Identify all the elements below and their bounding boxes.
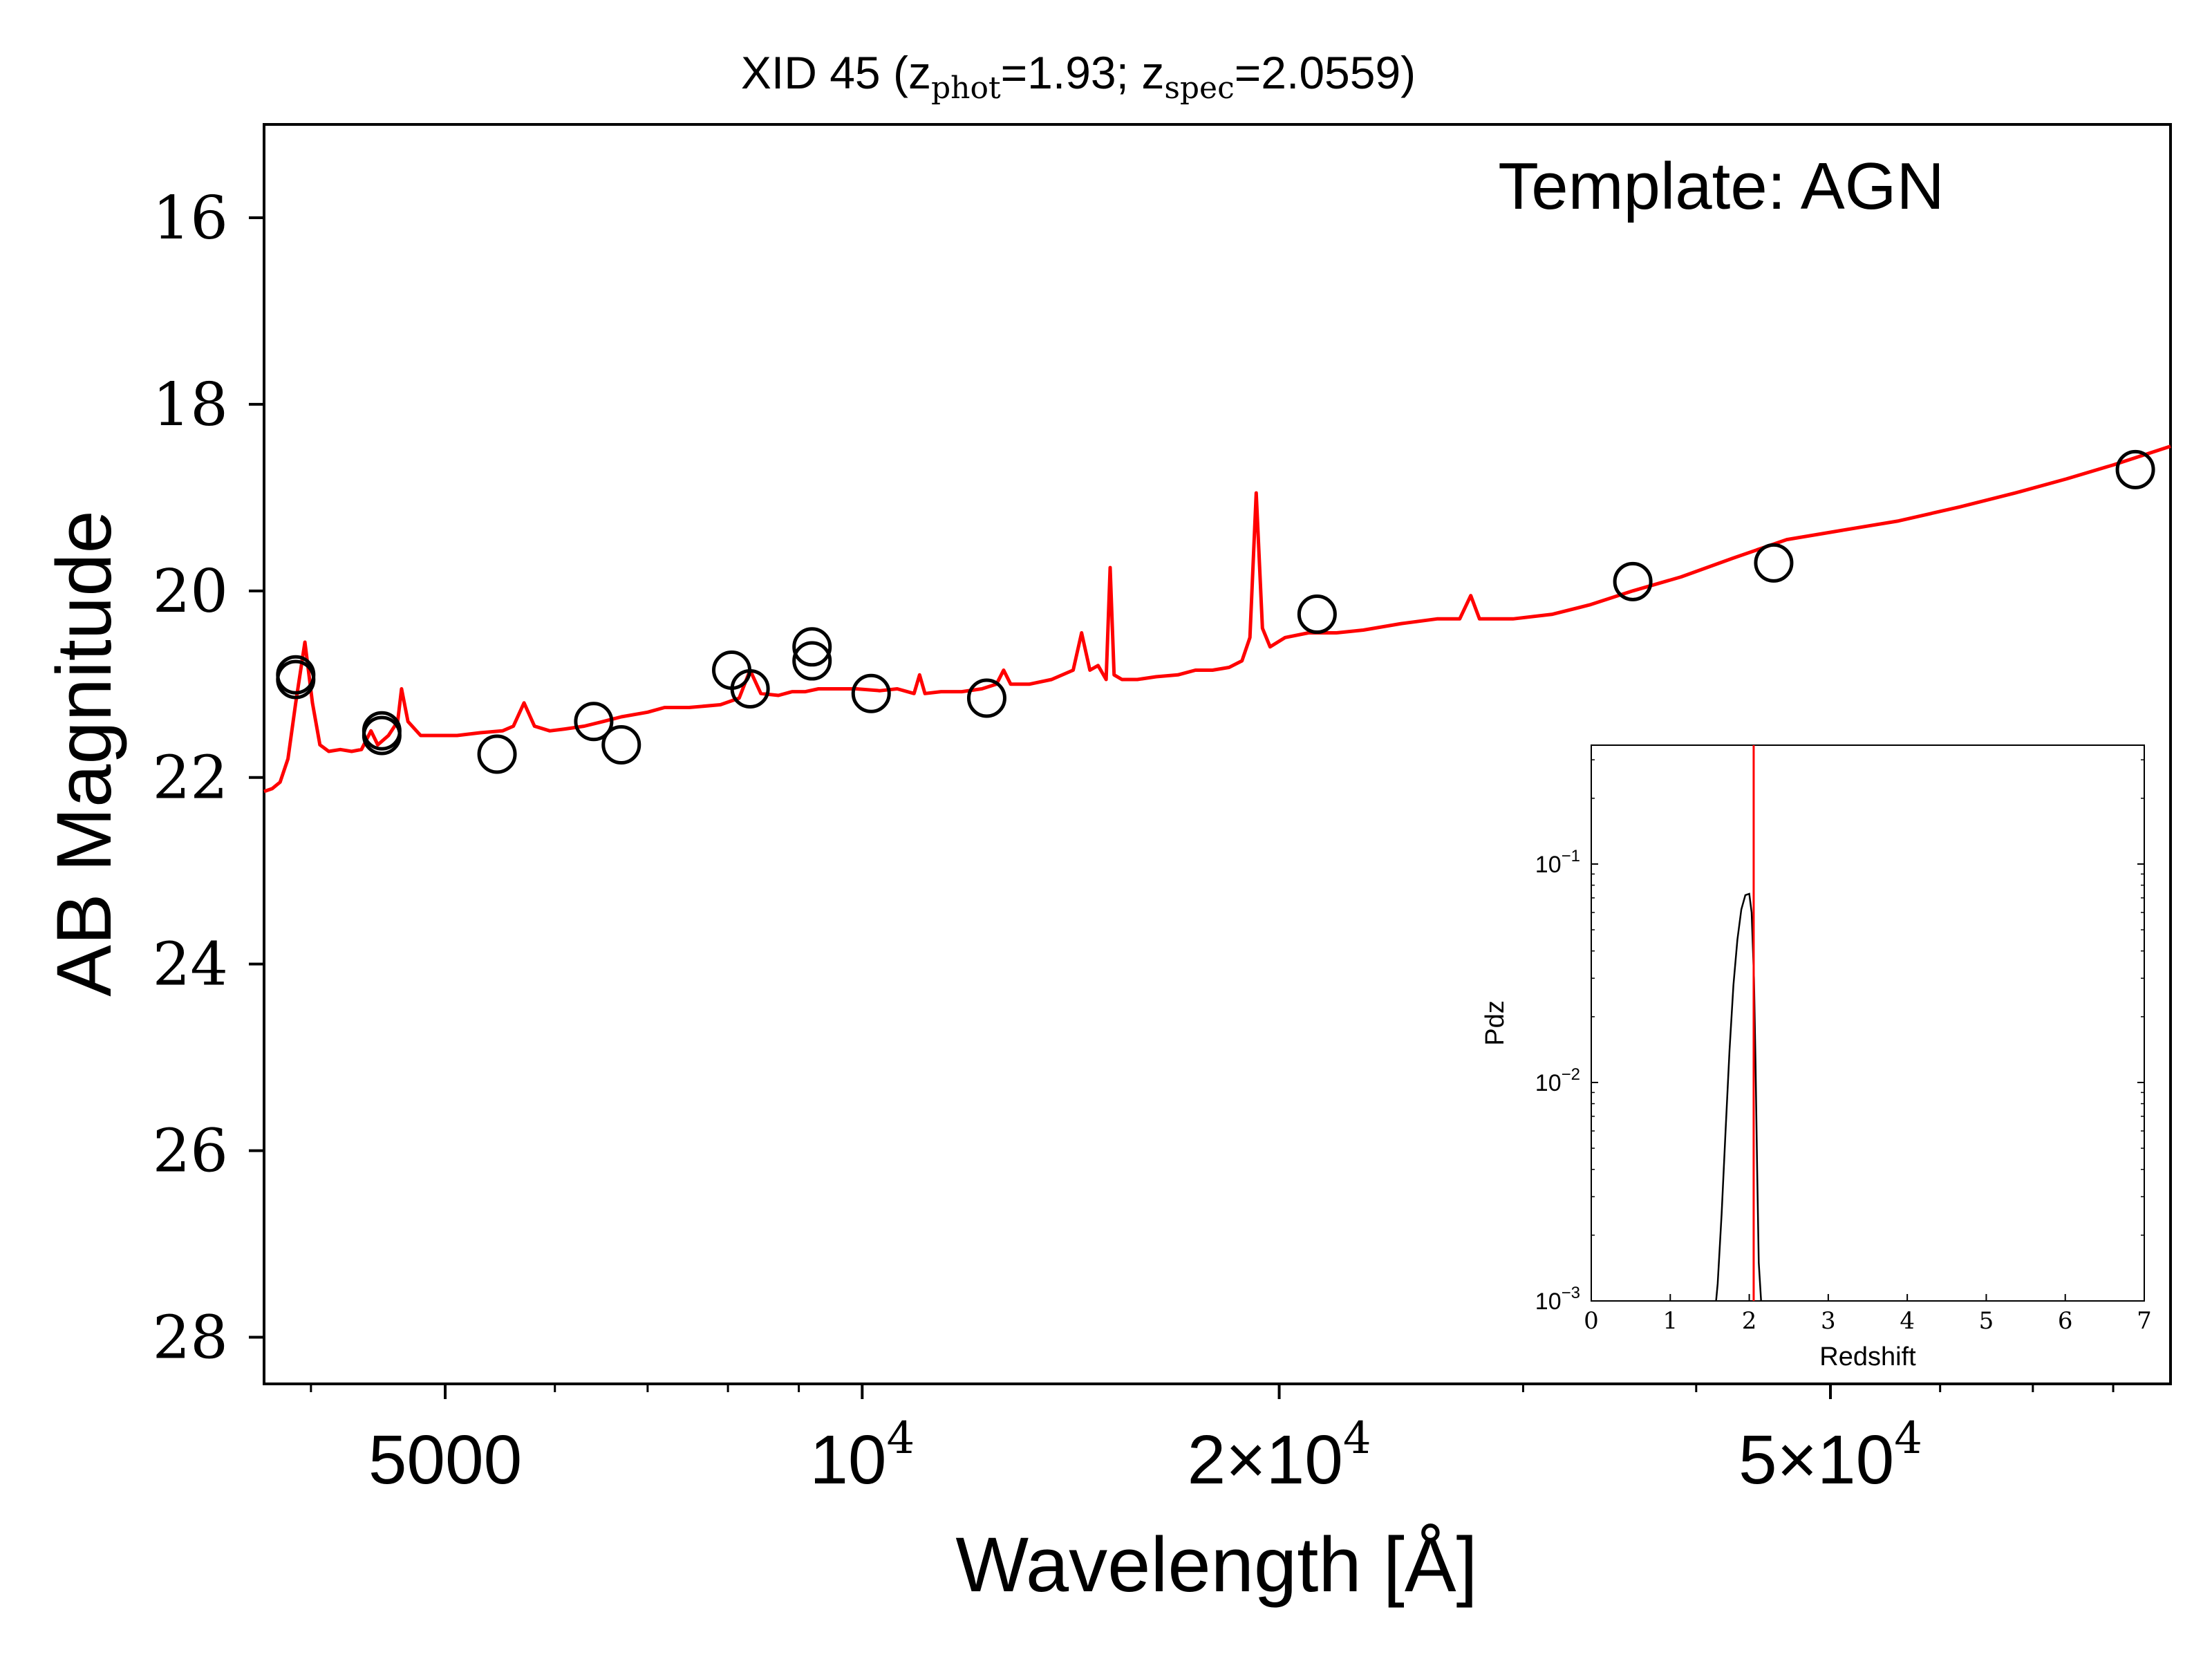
photometry-point — [730, 669, 770, 709]
title-suffix: =2.0559) — [1235, 47, 1416, 98]
observed-photometry — [276, 449, 2155, 774]
inset-x-axis-label: Redshift — [1819, 1342, 1916, 1371]
inset-x-tick-label: 5 — [1979, 1307, 1994, 1335]
x-tick-label: 2×104 — [1188, 1413, 1371, 1499]
x-tick-exponent: 4 — [887, 1413, 915, 1464]
photometry-point — [851, 673, 891, 713]
x-tick-base: 2×10 — [1188, 1421, 1343, 1499]
x-axis-label: Wavelength [Å] — [955, 1521, 1477, 1608]
inset-y-tick-label: 10−1 — [1535, 847, 1580, 878]
y-tick-label: 22 — [153, 744, 228, 813]
pdz-curve — [1715, 892, 1762, 1302]
inset-y-tick-exponent: −3 — [1562, 1284, 1580, 1302]
photometry-point — [2115, 449, 2155, 489]
inset-x-tick-label: 4 — [1900, 1307, 1915, 1335]
title-mid: =1.93; z — [1001, 47, 1165, 98]
photometry-point — [1754, 543, 1794, 583]
model-sed — [263, 444, 2171, 794]
inset-background — [1469, 719, 2168, 1381]
inset-y-tick-base: 10 — [1535, 1288, 1562, 1315]
title-prefix: XID 45 (z — [741, 47, 931, 98]
photometry-point — [1297, 594, 1337, 635]
inset-y-tick-base: 10 — [1535, 1070, 1562, 1096]
inset-x-tick-label: 1 — [1662, 1307, 1678, 1335]
photometry-point — [792, 641, 832, 681]
photometry-point — [276, 659, 316, 700]
x-tick-label: 5000 — [368, 1421, 522, 1499]
inset-y-tick-base: 10 — [1535, 852, 1562, 878]
x-tick-exponent: 4 — [1894, 1413, 1922, 1464]
inset-x-tick-label: 2 — [1742, 1307, 1757, 1335]
photometry-point — [1613, 561, 1653, 601]
inset-y-axis-label: Pdz — [1481, 1000, 1510, 1045]
y-axis-label: AB Magnitude — [41, 510, 127, 997]
main-plot-frame — [263, 123, 2172, 1385]
inset-axis-ticks: 0 1 2 3 4 5 6 710−110−210−3 — [1535, 759, 2152, 1335]
x-tick-base: 5×10 — [1738, 1421, 1894, 1499]
photometry-point — [574, 702, 614, 742]
y-tick-label: 26 — [153, 1117, 228, 1186]
inset-x-tick-label: 0 — [1584, 1307, 1599, 1335]
photometry-point — [792, 627, 832, 667]
y-tick-label: 20 — [153, 557, 228, 626]
inset-y-tick-exponent: −1 — [1562, 847, 1580, 865]
inset-x-tick-label: 7 — [2137, 1307, 2152, 1335]
inset-pdz-lines — [1715, 745, 1762, 1302]
inset-x-tick-label: 3 — [1821, 1307, 1836, 1335]
photometry-point — [362, 715, 402, 756]
title-sub-spec: spec — [1164, 71, 1234, 106]
x-tick-exponent: 4 — [1343, 1413, 1371, 1464]
title-sub-phot: phot — [931, 71, 1001, 106]
x-tick-base: 10 — [809, 1421, 886, 1499]
chart-title: XID 45 (zphot=1.93; zspec=2.0559) — [741, 47, 1416, 106]
inset-y-tick-label: 10−3 — [1535, 1284, 1580, 1315]
x-tick-label: 104 — [809, 1413, 915, 1499]
photometry-point — [477, 734, 517, 774]
photometry-point — [966, 678, 1006, 718]
model-sed-line — [263, 444, 2171, 794]
inset-x-tick-label: 6 — [2058, 1307, 2073, 1335]
inset-plot-frame — [1591, 744, 2145, 1302]
x-tick-label: 5×104 — [1738, 1413, 1922, 1499]
y-tick-label: 28 — [153, 1304, 228, 1373]
inset-y-tick-exponent: −2 — [1562, 1065, 1580, 1084]
inset-y-tick-label: 10−2 — [1535, 1065, 1580, 1096]
y-tick-label: 24 — [153, 930, 228, 1000]
template-label: Template: AGN — [1498, 149, 1944, 223]
y-tick-label: 18 — [153, 371, 228, 440]
y-tick-label: 16 — [153, 184, 228, 253]
photometry-point — [601, 725, 641, 765]
